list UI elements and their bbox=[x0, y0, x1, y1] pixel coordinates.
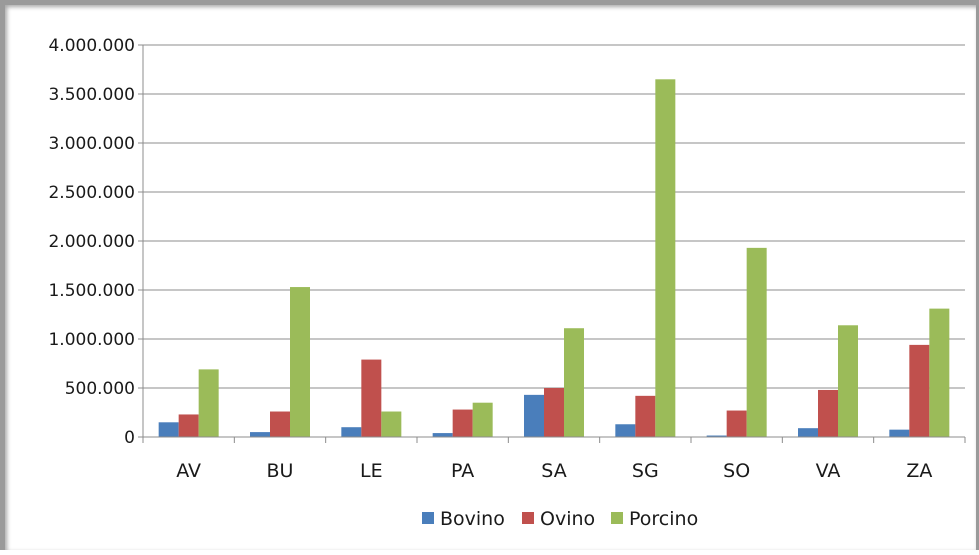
y-tick-label: 1.000.000 bbox=[48, 330, 135, 350]
legend-swatch-bovino bbox=[422, 512, 434, 524]
legend-swatch-porcino bbox=[611, 512, 623, 524]
y-tick-label: 500.000 bbox=[65, 379, 135, 399]
bar-porcino-so bbox=[746, 247, 767, 437]
x-tick-label: AV bbox=[176, 460, 201, 482]
x-axis-tick-labels: AV BU LE PA SA SG SO VA ZA bbox=[176, 460, 932, 482]
x-tick-label: SA bbox=[541, 460, 566, 482]
y-tick-label: 4.000.000 bbox=[48, 36, 135, 56]
y-tick-label: 1.500.000 bbox=[48, 281, 135, 301]
x-tick-label: SO bbox=[723, 460, 750, 482]
bar-bovino-bu bbox=[250, 432, 270, 437]
bar-ovino-va bbox=[818, 389, 838, 437]
bar-porcino-pa bbox=[472, 402, 493, 437]
bar-bovino-av bbox=[158, 422, 179, 437]
bar-bovino-so bbox=[706, 435, 727, 437]
bar-porcino-sa bbox=[564, 328, 584, 437]
bar-porcino-za bbox=[929, 308, 950, 437]
gridlines bbox=[143, 44, 965, 389]
y-tick-label: 3.000.000 bbox=[48, 134, 135, 154]
bar-ovino-sg bbox=[635, 395, 656, 437]
bar-bovino-le bbox=[341, 427, 362, 437]
bar-porcino-va bbox=[838, 325, 858, 437]
x-tick-label: VA bbox=[816, 460, 841, 482]
bar-ovino-sa bbox=[544, 388, 564, 437]
x-tick-label: ZA bbox=[906, 460, 932, 482]
y-tick-label: 3.500.000 bbox=[48, 85, 135, 105]
bar-porcino-av bbox=[198, 369, 219, 437]
bar-ovino-pa bbox=[452, 409, 473, 437]
legend-label-ovino: Ovino bbox=[540, 508, 595, 530]
bar-bovino-sa bbox=[524, 394, 544, 437]
y-tick-label: 2.000.000 bbox=[48, 232, 135, 252]
bar-porcino-bu bbox=[290, 287, 310, 437]
x-tick-label: LE bbox=[360, 460, 383, 482]
bar-ovino-za bbox=[909, 344, 930, 437]
bar-bovino-va bbox=[798, 428, 818, 437]
y-axis-tick-labels: 0 500.000 1.000.000 1.500.000 2.000.000 2.500… bbox=[48, 36, 135, 448]
bar-bovino-sg bbox=[615, 424, 636, 437]
legend-label-bovino: Bovino bbox=[440, 508, 505, 530]
bars bbox=[158, 79, 950, 438]
legend-label-porcino: Porcino bbox=[629, 508, 698, 530]
bar-ovino-le bbox=[361, 359, 382, 437]
legend-swatch-ovino bbox=[522, 512, 534, 524]
y-tick-label: 0 bbox=[124, 428, 135, 448]
x-tick-label: PA bbox=[451, 460, 474, 482]
x-tick-label: SG bbox=[632, 460, 659, 482]
bar-porcino-sg bbox=[655, 79, 676, 438]
y-tick-label: 2.500.000 bbox=[48, 183, 135, 203]
bar-bovino-za bbox=[889, 429, 910, 437]
bar-porcino-le bbox=[381, 411, 402, 437]
bar-chart: 0 500.000 1.000.000 1.500.000 2.000.000 2.500… bbox=[48, 36, 966, 530]
bar-ovino-av bbox=[178, 414, 199, 437]
bar-bovino-pa bbox=[432, 433, 453, 437]
x-tick-label: BU bbox=[267, 460, 294, 482]
axes bbox=[138, 44, 966, 443]
bar-ovino-bu bbox=[270, 411, 290, 437]
legend: Bovino Ovino Porcino bbox=[422, 508, 698, 530]
bar-ovino-so bbox=[726, 410, 747, 437]
